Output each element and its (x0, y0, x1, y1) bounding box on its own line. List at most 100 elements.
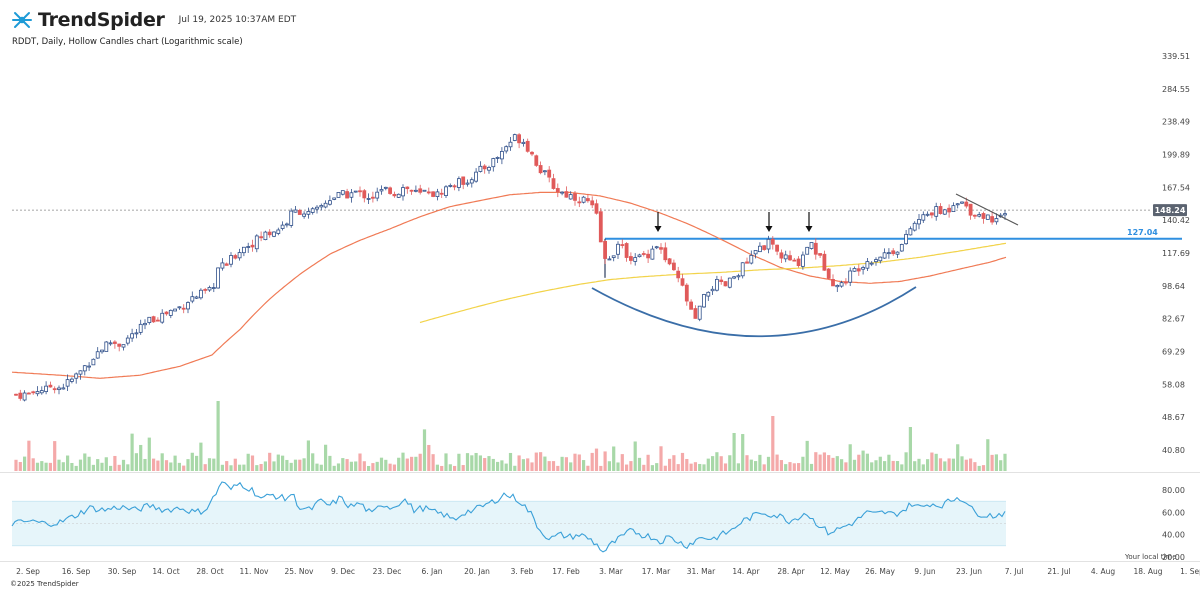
volume-bar (857, 454, 861, 471)
volume-bar (908, 427, 912, 471)
brand-name: TrendSpider (38, 9, 165, 31)
candle-body (207, 287, 212, 291)
candle-body (723, 281, 728, 287)
volume-bar (913, 461, 917, 471)
x-tick-label: 25. Nov (285, 567, 315, 576)
sma-long-line (419, 242, 1007, 324)
candle-body (332, 197, 337, 200)
volume-bar (109, 465, 113, 471)
candle-body (203, 289, 208, 291)
rsi-line (11, 481, 1006, 553)
volume-bar (594, 448, 599, 471)
candle-body (491, 158, 496, 168)
x-tick-label: 20. Jan (464, 567, 490, 576)
candle-body (353, 190, 358, 193)
volume-bar (577, 454, 581, 471)
candle-body (508, 141, 513, 148)
volume-bar (173, 455, 177, 471)
volume-bar (44, 462, 48, 471)
x-tick-label: 17. Mar (642, 567, 671, 576)
candle-body (302, 213, 307, 217)
candle-body (715, 279, 719, 291)
candle-body (603, 240, 607, 259)
candle-body (190, 296, 195, 302)
volume-bar (164, 460, 169, 471)
candle-body (693, 308, 698, 319)
volume-bar (969, 458, 973, 471)
candle-body (736, 275, 741, 278)
volume-bar (345, 459, 349, 471)
volume-bar (792, 463, 796, 471)
volume-bar (152, 458, 156, 471)
volume-bar (388, 463, 392, 471)
volume-bar (564, 457, 568, 471)
candle-body (211, 287, 216, 289)
volume-bar (818, 454, 822, 471)
candle-body (680, 278, 685, 286)
volume-bar (182, 465, 186, 471)
candle-body (444, 186, 448, 196)
volume-bar (999, 460, 1003, 471)
volume-bar (177, 462, 181, 471)
volume-bar (895, 461, 900, 471)
volume-bar (586, 465, 590, 471)
volume-bar (405, 458, 409, 471)
volume-bar (66, 455, 70, 471)
volume-bar (844, 462, 848, 471)
candle-body (70, 378, 74, 382)
volume-bar (977, 465, 981, 471)
candle-body (676, 270, 681, 279)
volume-bar (491, 458, 495, 471)
candle-body (44, 385, 48, 392)
candle-body (783, 254, 788, 260)
candle-body (586, 198, 590, 202)
candle-body (659, 247, 663, 250)
candle-body (237, 252, 242, 259)
candle-body (994, 218, 999, 223)
candle-body (788, 255, 792, 261)
volume-bar (917, 458, 921, 471)
candle-body (749, 254, 754, 264)
candle-body (383, 186, 388, 189)
volume-bar (435, 464, 439, 471)
candle-body (904, 233, 908, 245)
volume-bar (431, 454, 435, 471)
candle-body (844, 281, 848, 284)
candle-body (233, 255, 238, 259)
candle-body (968, 203, 973, 216)
volume-bar (255, 465, 259, 471)
candle-body (366, 198, 371, 200)
volume-bar (298, 459, 302, 471)
volume-bar (302, 458, 306, 471)
volume-bar (465, 453, 470, 471)
volume-bar (440, 465, 444, 471)
volume-bar (870, 462, 874, 471)
candle-body (164, 311, 169, 315)
volume-bar (943, 461, 947, 471)
candle-body (826, 268, 831, 279)
volume-bar (689, 463, 693, 471)
volume-bar (702, 464, 706, 471)
candle-body (534, 155, 539, 166)
x-tick-label: 26. May (865, 567, 895, 576)
candle-body (168, 309, 173, 316)
candle-body (461, 176, 466, 185)
candle-body (667, 258, 672, 265)
volume-bar (926, 459, 930, 471)
candle-body (813, 242, 818, 255)
candle-body (160, 312, 165, 323)
candle-body (263, 231, 268, 241)
local-time-label: Your local time (1125, 553, 1177, 561)
volume-bar (139, 444, 143, 471)
volume-bar (711, 456, 715, 471)
volume-bar (242, 464, 246, 471)
volume-bar (754, 461, 758, 471)
volume-bar (551, 461, 556, 471)
volume-bar (104, 457, 108, 471)
x-tick-label: 28. Oct (196, 567, 223, 576)
candle-body (14, 393, 18, 396)
volume-bar (324, 444, 328, 471)
candle-body (856, 268, 861, 272)
volume-bar (160, 453, 164, 471)
